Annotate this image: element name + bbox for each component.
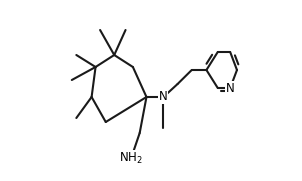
Text: N: N [226,81,235,94]
Text: NH$_2$: NH$_2$ [119,150,143,166]
Text: N: N [159,90,168,104]
